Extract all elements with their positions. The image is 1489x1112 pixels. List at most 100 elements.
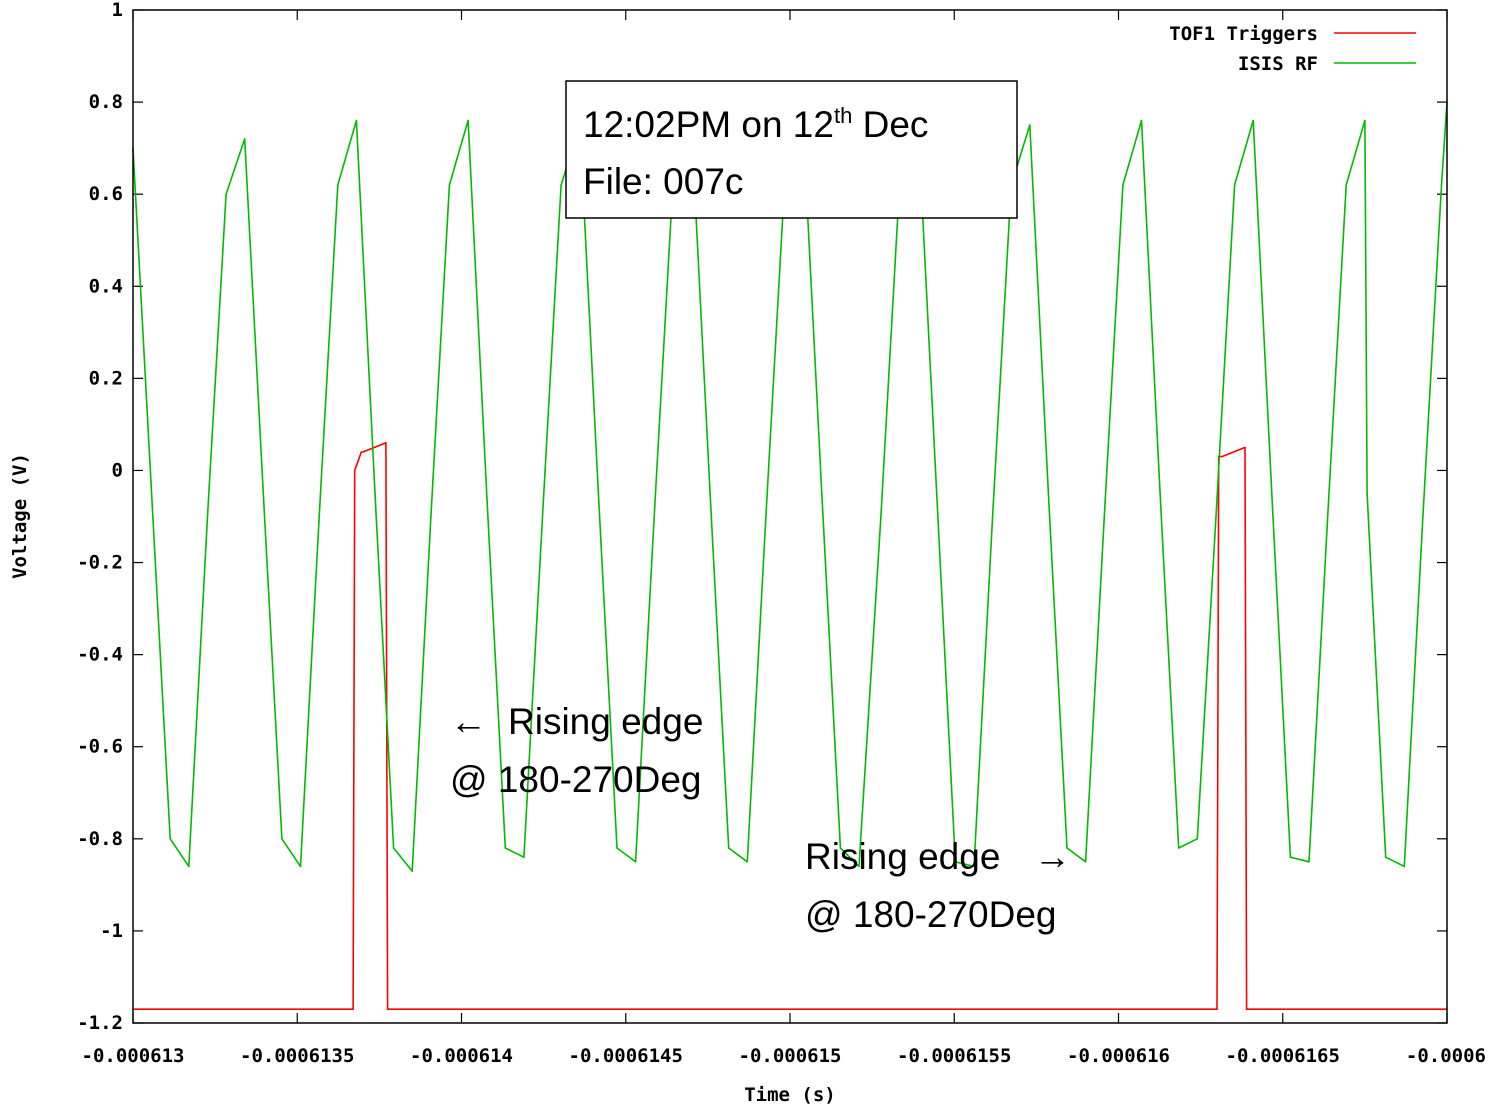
data-point-isis-rf — [1215, 515, 1217, 518]
data-point-isis-rf — [374, 492, 376, 495]
data-point-isis-rf — [634, 861, 637, 863]
y-tick-label: -0.6 — [77, 736, 123, 758]
data-point-isis-rf — [1384, 856, 1387, 858]
data-point-isis-rf — [262, 492, 265, 495]
data-point-isis-rf — [299, 865, 302, 868]
data-point-isis-rf — [1345, 184, 1347, 186]
data-point-isis-rf — [430, 515, 432, 518]
data-point-isis-rf — [1122, 184, 1124, 186]
data-point-isis-rf — [1308, 861, 1310, 863]
legend-label-tof1-triggers: TOF1 Triggers — [1169, 23, 1318, 45]
data-point-isis-rf — [858, 865, 860, 868]
data-point-isis-rf — [504, 847, 507, 849]
data-point-tof1-triggers — [386, 1008, 389, 1010]
right-annotation: Rising edge → @ 180-270Deg — [805, 836, 1071, 935]
data-point-isis-rf — [411, 870, 414, 872]
legend: TOF1 Triggers ISIS RF — [1169, 23, 1416, 75]
data-point-isis-rf — [1103, 515, 1106, 518]
left-annotation-line1: Rising edge — [508, 701, 703, 742]
x-tick-label: -0.000614 — [410, 1045, 513, 1067]
data-point-isis-rf — [1422, 515, 1424, 518]
data-point-isis-rf — [935, 492, 938, 495]
info-box-sup: th — [834, 103, 852, 128]
data-point-isis-rf — [355, 119, 358, 122]
info-box-line1: 12:02PM on 12th Dec — [583, 103, 928, 145]
legend-label-isis-rf: ISIS RF — [1238, 53, 1318, 75]
data-point-isis-rf — [653, 515, 655, 518]
data-point-isis-rf — [746, 861, 749, 863]
series-layer — [132, 101, 1448, 1011]
data-point-isis-rf — [1196, 838, 1199, 840]
data-point-isis-rf — [1029, 124, 1031, 126]
data-point-tof1-triggers — [352, 1008, 354, 1010]
info-box: 12:02PM on 12th Dec File: 007c — [565, 80, 1018, 219]
right-arrow-icon: → — [1034, 836, 1071, 877]
x-tick-label: -0.000616 — [1067, 1045, 1170, 1067]
x-axis-label: Time (s) — [744, 1084, 836, 1106]
data-point-isis-rf — [880, 515, 882, 518]
x-tick-label: -0.000613 — [82, 1045, 185, 1067]
y-axis-ticks: -1.2 -1 -0.8 -0.6 -0.4 -0.2 0 0.2 0.4 0.6 0.8 1 — [77, 0, 1447, 1034]
x-tick-label: -0.0006165 — [1226, 1045, 1340, 1067]
left-annotation-line2: @ 180-270Deg — [450, 759, 702, 800]
data-point-isis-rf — [467, 119, 469, 122]
data-point-tof1-triggers — [360, 451, 363, 453]
y-tick-label: 0.8 — [89, 91, 123, 113]
data-point-isis-rf — [954, 861, 957, 863]
right-annotation-line2: @ 180-270Deg — [805, 894, 1057, 935]
data-point-tof1-triggers — [1245, 1008, 1248, 1010]
y-axis-label: Voltage (V) — [9, 453, 31, 579]
data-point-isis-rf — [150, 492, 153, 495]
data-point-isis-rf — [485, 492, 488, 495]
x-tick-label: -0.0006145 — [569, 1045, 683, 1067]
y-tick-label: 0.2 — [89, 367, 123, 389]
left-annotation: ← Rising edge @ 180-270Deg — [450, 701, 703, 800]
data-point-isis-rf — [1047, 492, 1050, 495]
x-tick-label: -0.0006 — [1406, 1045, 1486, 1067]
data-point-isis-rf — [821, 492, 823, 495]
data-point-isis-rf — [1084, 861, 1087, 863]
y-tick-label: -0.8 — [77, 828, 123, 850]
data-point-isis-rf — [1366, 492, 1368, 495]
data-point-isis-rf — [1326, 515, 1329, 518]
info-box-month: Dec — [852, 104, 928, 145]
y-tick-label: -1 — [100, 920, 123, 942]
data-point-isis-rf — [225, 193, 227, 195]
y-tick-label: 0.4 — [89, 275, 123, 297]
data-point-tof1-triggers — [1216, 1008, 1218, 1010]
data-point-isis-rf — [1289, 856, 1292, 858]
data-point-isis-rf — [523, 856, 525, 858]
data-point-tof1-triggers — [362, 451, 364, 453]
data-point-isis-rf — [839, 847, 842, 849]
data-point-isis-rf — [973, 865, 975, 868]
y-tick-label: 1 — [112, 0, 123, 21]
y-tick-label: -0.4 — [77, 644, 123, 666]
data-point-isis-rf — [597, 492, 600, 495]
data-point-isis-rf — [1271, 492, 1273, 495]
data-point-tof1-triggers — [353, 469, 356, 472]
data-point-isis-rf — [169, 838, 171, 840]
data-point-tof1-triggers — [1244, 446, 1246, 449]
data-point-tof1-triggers — [385, 442, 387, 444]
data-point-isis-rf — [281, 838, 283, 840]
data-point-isis-rf — [727, 847, 730, 849]
info-box-frame — [565, 80, 1018, 219]
data-point-isis-rf — [991, 515, 994, 518]
series-line-tof1-triggers — [133, 441, 1447, 1011]
data-point-isis-rf — [1233, 184, 1236, 186]
data-point-isis-rf — [318, 515, 321, 518]
data-point-tof1-triggers — [404, 1008, 407, 1010]
data-point-isis-rf — [188, 865, 190, 868]
x-tick-label: -0.000615 — [739, 1045, 842, 1067]
info-box-time: 12:02PM on 12 — [583, 104, 834, 145]
x-tick-label: -0.0006135 — [240, 1045, 354, 1067]
data-point-isis-rf — [448, 184, 451, 186]
plot-frame — [132, 9, 1448, 1024]
data-point-isis-rf — [243, 138, 246, 140]
y-tick-label: 0.6 — [89, 183, 123, 205]
y-tick-label: -1.2 — [77, 1012, 123, 1034]
data-point-tof1-triggers — [1221, 455, 1223, 458]
data-point-isis-rf — [616, 847, 618, 849]
data-point-isis-rf — [1140, 119, 1143, 122]
